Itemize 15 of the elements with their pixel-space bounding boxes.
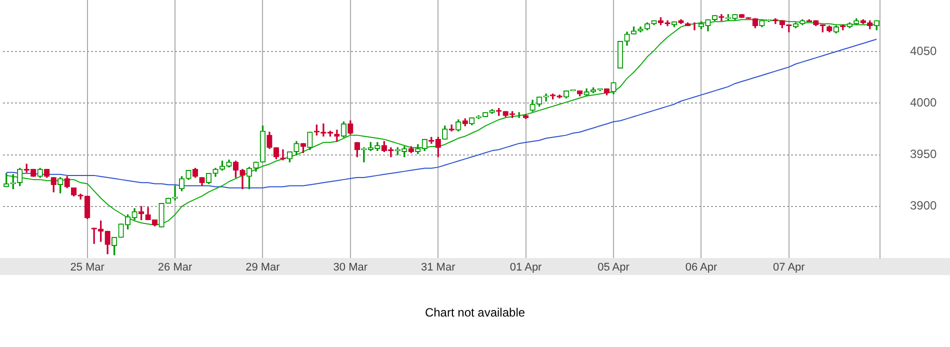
candlestick	[543, 94, 549, 102]
x-tick-label: 05 Apr	[598, 262, 630, 274]
x-tick-label: 25 Mar	[70, 262, 105, 274]
x-tick-label: 31 Mar	[421, 262, 456, 274]
x-tick-label: 29 Mar	[246, 262, 280, 274]
x-tick-label: 06 Apr	[685, 262, 718, 274]
x-tick-label: 01 Apr	[510, 262, 542, 274]
text: Chart not available	[424, 305, 526, 320]
y-tick-label: 4000	[910, 96, 938, 110]
x-tick-label: 26 Mar	[158, 262, 192, 274]
y-tick-label: 4050	[910, 44, 938, 58]
x-tick-label: 07 Apr	[773, 262, 806, 274]
y-tick-label: 3950	[910, 147, 938, 162]
y-tick-label: 3900	[910, 198, 938, 213]
x-tick-label: 30 Mar	[333, 262, 368, 274]
